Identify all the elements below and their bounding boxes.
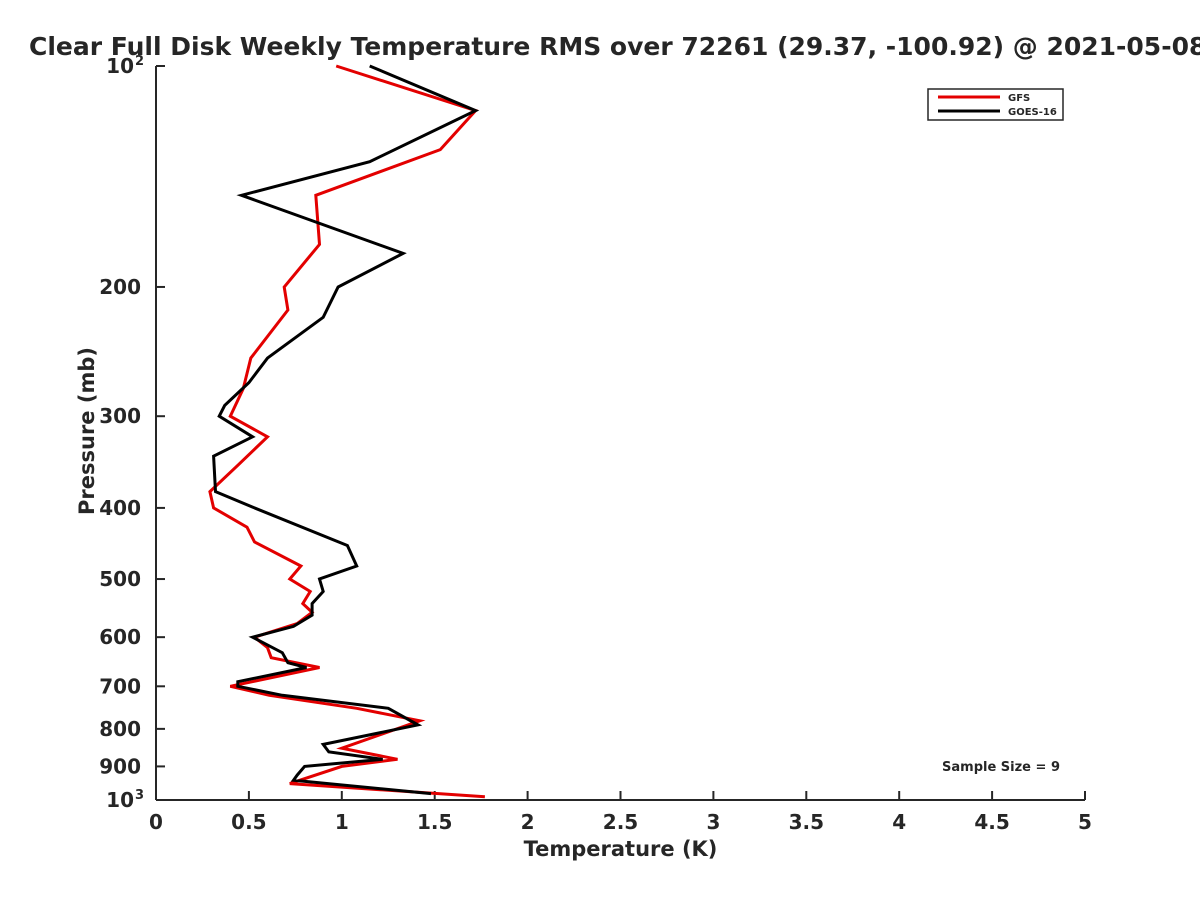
- y-tick-label: 10: [106, 54, 134, 78]
- y-tick-label: 200: [99, 275, 141, 299]
- legend-box: [927, 88, 1064, 121]
- y-tick-exponent: 2: [135, 54, 144, 69]
- x-tick-label: 2: [521, 810, 535, 834]
- x-tick-label: 3: [706, 810, 720, 834]
- x-axis-ticks: 0 0.5 1 1.5 2 2.5 3 3.5 4 4.5 5: [149, 791, 1092, 834]
- y-tick-label: 700: [99, 674, 141, 698]
- x-tick-label: 3.5: [789, 810, 824, 834]
- series-line-goes-16: [212, 64, 480, 796]
- y-tick-label: 400: [99, 496, 141, 520]
- y-tick-label: 600: [99, 625, 141, 649]
- y-tick-label: 300: [99, 404, 141, 428]
- x-tick-label: 5: [1078, 810, 1092, 834]
- legend-label: GFS: [1008, 93, 1030, 104]
- y-axis-label: Pressure (mb): [75, 347, 99, 515]
- series-lines: [208, 64, 486, 799]
- x-tick-label: 4: [892, 810, 906, 834]
- chart-title: Clear Full Disk Weekly Temperature RMS o…: [29, 32, 1200, 61]
- y-tick-exponent: 3: [135, 788, 144, 803]
- x-tick-label: 1.5: [417, 810, 452, 834]
- y-tick-label: 900: [99, 754, 141, 778]
- series-line-gfs: [208, 64, 486, 799]
- x-tick-label: 0.5: [231, 810, 266, 834]
- y-tick-label: 500: [99, 567, 141, 591]
- legend-label: GOES-16: [1008, 107, 1057, 118]
- x-tick-label: 4.5: [974, 810, 1009, 834]
- x-axis-label: Temperature (K): [524, 837, 718, 861]
- x-tick-label: 0: [149, 810, 163, 834]
- y-tick-label: 800: [99, 717, 141, 741]
- y-tick-label: 10: [106, 788, 134, 812]
- sample-size-annotation: Sample Size = 9: [942, 760, 1060, 775]
- x-tick-label: 1: [335, 810, 349, 834]
- x-tick-label: 2.5: [603, 810, 638, 834]
- legend: GFS GOES-16: [927, 88, 1064, 121]
